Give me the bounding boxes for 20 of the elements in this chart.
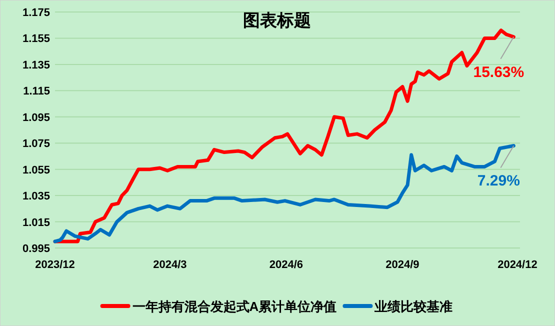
annotation: 15.63% [473,64,524,81]
y-tick-label: 0.995 [22,243,50,255]
x-tick-label: 2024/3 [153,259,187,271]
y-tick-label: 1.075 [22,138,50,150]
y-tick-label: 1.115 [23,86,50,98]
x-tick-label: 2024/9 [386,259,420,271]
legend-label: 一年持有混合发起式A累计单位净值 [132,299,337,314]
y-tick-label: 1.135 [22,59,50,72]
y-tick-label: 1.055 [22,164,50,176]
x-tick-label: 2024/12 [498,259,538,271]
annotation: 7.29% [477,172,520,190]
y-tick-label: 1.095 [22,112,50,124]
y-tick-label: 1.175 [22,7,50,19]
legend-label: 业绩比较基准 [374,299,453,314]
x-tick-label: 2024/6 [269,259,304,271]
y-tick-label: 1.035 [22,190,50,203]
y-tick-label: 1.015 [22,216,50,229]
y-tick-label: 1.155 [22,33,50,46]
x-tick-label: 2023/12 [35,259,75,271]
chart-title: 图表标题 [243,11,311,30]
